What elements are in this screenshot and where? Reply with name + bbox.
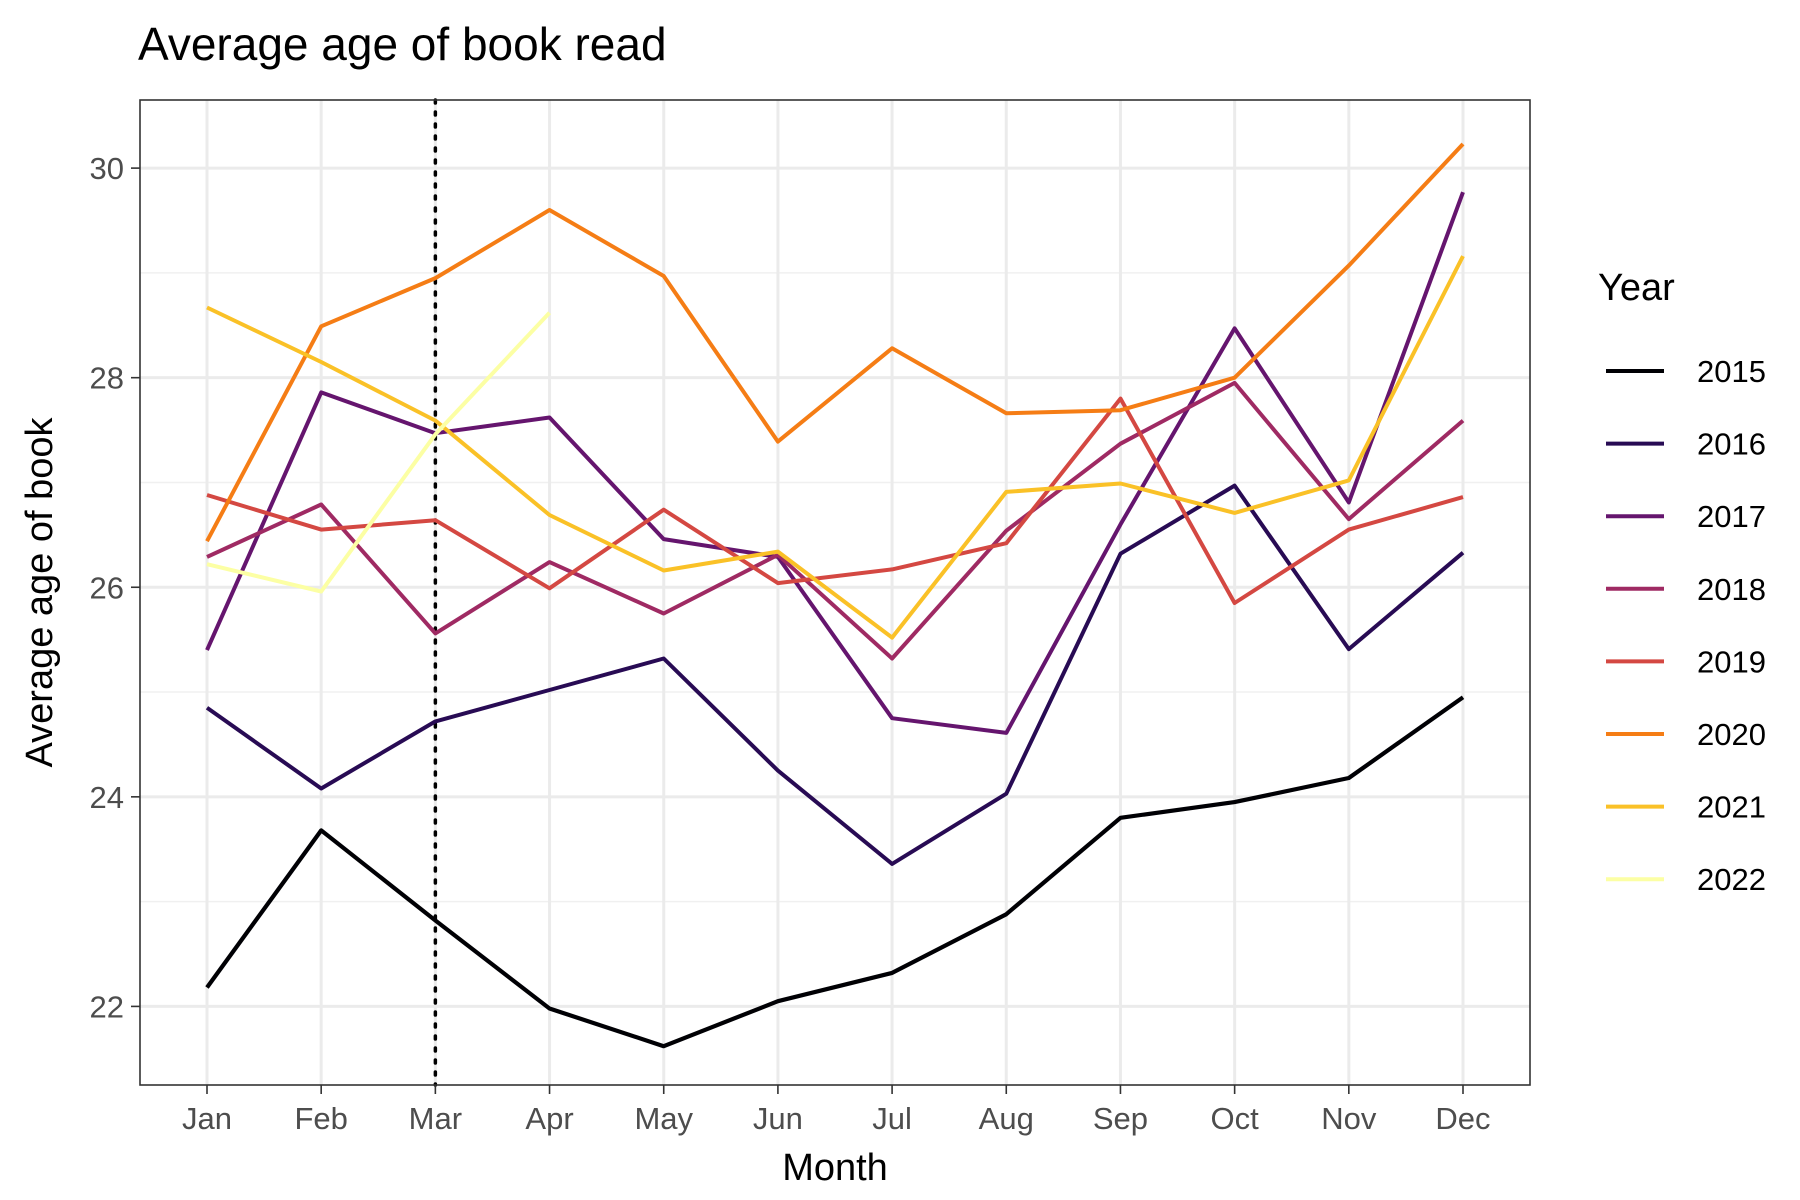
plot-grid (140, 100, 1530, 1085)
x-axis-ticks: Jan Feb Mar Apr May Jun Jul Aug Sep Oct Nov Dec (182, 1085, 1491, 1136)
y-tick-label: 26 (90, 570, 124, 605)
chart-title: Average age of book read (138, 18, 667, 70)
x-tick-label: Jul (872, 1101, 912, 1136)
y-tick-label: 24 (90, 780, 124, 815)
y-tick-label: 30 (90, 151, 124, 186)
x-tick-label: Apr (525, 1101, 573, 1136)
series-line-2020 (205, 142, 1465, 543)
x-tick-label: Nov (1321, 1101, 1377, 1136)
series-line-2021 (206, 255, 1465, 640)
legend-label-2015: 2015 (1697, 354, 1766, 389)
x-tick-label: Aug (979, 1101, 1034, 1136)
series-line-2016 (205, 483, 1465, 866)
x-tick-label: Oct (1211, 1101, 1260, 1136)
legend-label-2017: 2017 (1697, 499, 1766, 534)
plot-panel-border (139, 99, 1531, 1086)
legend: Year 2015 2016 2017 2018 2019 2020 2021 2022 (1598, 267, 1766, 897)
series-line-2019 (206, 396, 1464, 605)
x-axis-title: Month (782, 1147, 888, 1189)
series-lines (205, 142, 1465, 1049)
legend-label-2018: 2018 (1697, 572, 1766, 607)
x-tick-label: Jan (182, 1101, 232, 1136)
legend-label-2016: 2016 (1697, 427, 1766, 462)
legend-title: Year (1598, 267, 1675, 309)
x-tick-label: Jun (753, 1101, 803, 1136)
legend-label-2021: 2021 (1697, 790, 1766, 825)
x-tick-label: Feb (294, 1101, 347, 1136)
legend-label-2019: 2019 (1697, 644, 1766, 679)
series-line-2015 (205, 695, 1465, 1049)
legend-label-2022: 2022 (1697, 862, 1766, 897)
series-line-2022 (206, 311, 551, 594)
x-tick-label: Mar (409, 1101, 462, 1136)
y-axis-title: Average age of book (19, 416, 61, 767)
series-line-2018 (206, 380, 1465, 661)
x-tick-label: Dec (1435, 1101, 1490, 1136)
y-tick-label: 28 (90, 361, 124, 396)
x-tick-label: Sep (1093, 1101, 1148, 1136)
y-axis-ticks: 22 24 26 28 30 (90, 151, 140, 1024)
y-tick-label: 22 (90, 989, 124, 1024)
legend-label-2020: 2020 (1697, 717, 1766, 752)
x-tick-label: May (634, 1101, 693, 1136)
